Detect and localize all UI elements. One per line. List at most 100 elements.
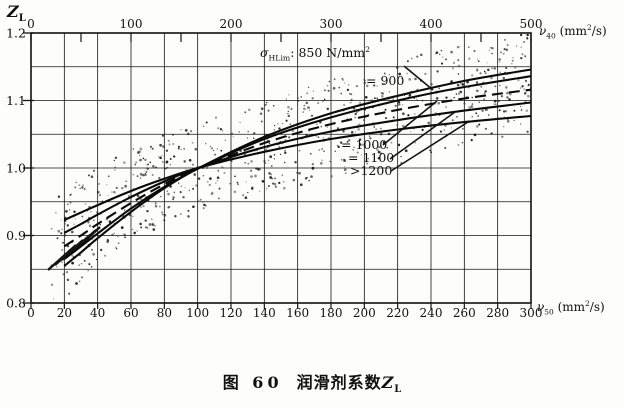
stipple-dot [211, 191, 214, 194]
stipple-dot [386, 146, 389, 149]
stipple-dot [297, 97, 300, 99]
stipple-dot [177, 147, 180, 150]
bottom-axis-tick-label: 240 [420, 306, 443, 320]
stipple-dot [402, 112, 405, 116]
top-x-axis-title: ν40 (mm2/s) [539, 23, 607, 41]
stipple-dot [166, 166, 169, 169]
stipple-dot [75, 181, 77, 184]
stipple-dot [416, 55, 419, 58]
stipple-dot [165, 161, 168, 164]
bottom-axis-tick-label: 120 [220, 306, 243, 320]
stipple-dot [189, 130, 193, 133]
stipple-dot [144, 219, 147, 222]
stipple-dot [378, 145, 381, 149]
stipple-dot [384, 108, 387, 111]
stipple-dot [476, 59, 478, 61]
stipple-dot [188, 158, 192, 162]
stipple-dot [356, 151, 359, 154]
stipple-dot [307, 106, 310, 109]
label-leader-line [389, 111, 456, 160]
stipple-dot [340, 141, 343, 144]
stipple-dot [499, 84, 501, 87]
stipple-dot [527, 83, 530, 86]
stipple-dot [90, 266, 93, 268]
stipple-dot [476, 125, 479, 128]
stipple-dot [333, 78, 336, 81]
bottom-axis-tick-label: 0 [27, 306, 35, 320]
stipple-dot [111, 233, 114, 236]
stipple-dot [365, 84, 369, 88]
stipple-dot [354, 131, 357, 133]
stipple-dot [340, 158, 343, 161]
stipple-dot [154, 202, 157, 205]
stipple-dot [158, 176, 161, 180]
stipple-dot [511, 59, 514, 62]
stipple-dot [152, 228, 156, 231]
stipple-dot [237, 183, 240, 186]
stipple-dot [183, 160, 186, 163]
stipple-dot [96, 190, 100, 194]
stipple-dot [450, 50, 453, 54]
stipple-dot [57, 195, 61, 198]
stipple-dot [95, 258, 98, 261]
stipple-dot [142, 173, 145, 177]
stipple-dot [167, 206, 170, 209]
stipple-dot [477, 115, 479, 117]
stipple-dot [316, 123, 318, 126]
stipple-dot [502, 52, 505, 55]
stipple-dot [445, 106, 447, 108]
stipple-dot [506, 119, 510, 123]
stipple-dot [135, 161, 138, 164]
stipple-dot [149, 145, 152, 148]
stipple-dot [471, 103, 474, 105]
stipple-dot [148, 223, 152, 226]
bottom-x-axis-title: ν50 (mm2/s) [537, 299, 605, 317]
stipple-dot [352, 148, 355, 151]
stipple-dot [307, 86, 310, 89]
stipple-dot [214, 116, 218, 119]
stipple-dot [373, 97, 376, 100]
stipple-dot [61, 228, 63, 231]
stipple-dot [456, 115, 458, 118]
top-axis-tick-label: 100 [120, 17, 143, 31]
stipple-dot [416, 99, 418, 101]
stipple-dot [457, 64, 461, 68]
stipple-dot [311, 163, 314, 166]
stipple-dot [60, 232, 63, 235]
stipple-dot [63, 233, 67, 237]
stipple-dot [216, 180, 218, 182]
stipple-dot [287, 114, 290, 118]
stipple-dot [150, 218, 153, 221]
stipple-dot [485, 108, 488, 111]
stipple-dot [491, 52, 493, 55]
stipple-dot [221, 166, 224, 169]
stipple-dot [475, 81, 479, 84]
stipple-dot [526, 33, 529, 37]
stipple-dot [451, 67, 454, 70]
curve-sigma-1000 [63, 88, 532, 248]
stipple-dot [258, 168, 261, 171]
stipple-dot [114, 156, 118, 159]
stipple-dot [66, 278, 70, 282]
stipple-dot [165, 149, 169, 152]
stipple-dot [273, 182, 277, 186]
stipple-dot [267, 185, 270, 187]
stipple-dot [236, 181, 239, 184]
stipple-dot [60, 261, 63, 263]
stipple-dot [216, 148, 218, 150]
stipple-dot [341, 77, 344, 80]
stipple-dot [363, 119, 365, 121]
stipple-dot [172, 198, 175, 201]
stipple-dot [193, 173, 196, 176]
stipple-dot [395, 66, 399, 69]
stipple-dot [285, 98, 288, 100]
stipple-dot [107, 175, 110, 178]
stipple-dot [92, 252, 95, 256]
bottom-axis-tick-label: 160 [286, 306, 309, 320]
stipple-dot [139, 172, 143, 176]
stipple-dot [350, 131, 354, 134]
nu50-symbol: ν [537, 300, 545, 314]
origin-hatch-mark [73, 226, 101, 252]
stipple-dot [209, 177, 212, 180]
stipple-dot [400, 155, 402, 158]
